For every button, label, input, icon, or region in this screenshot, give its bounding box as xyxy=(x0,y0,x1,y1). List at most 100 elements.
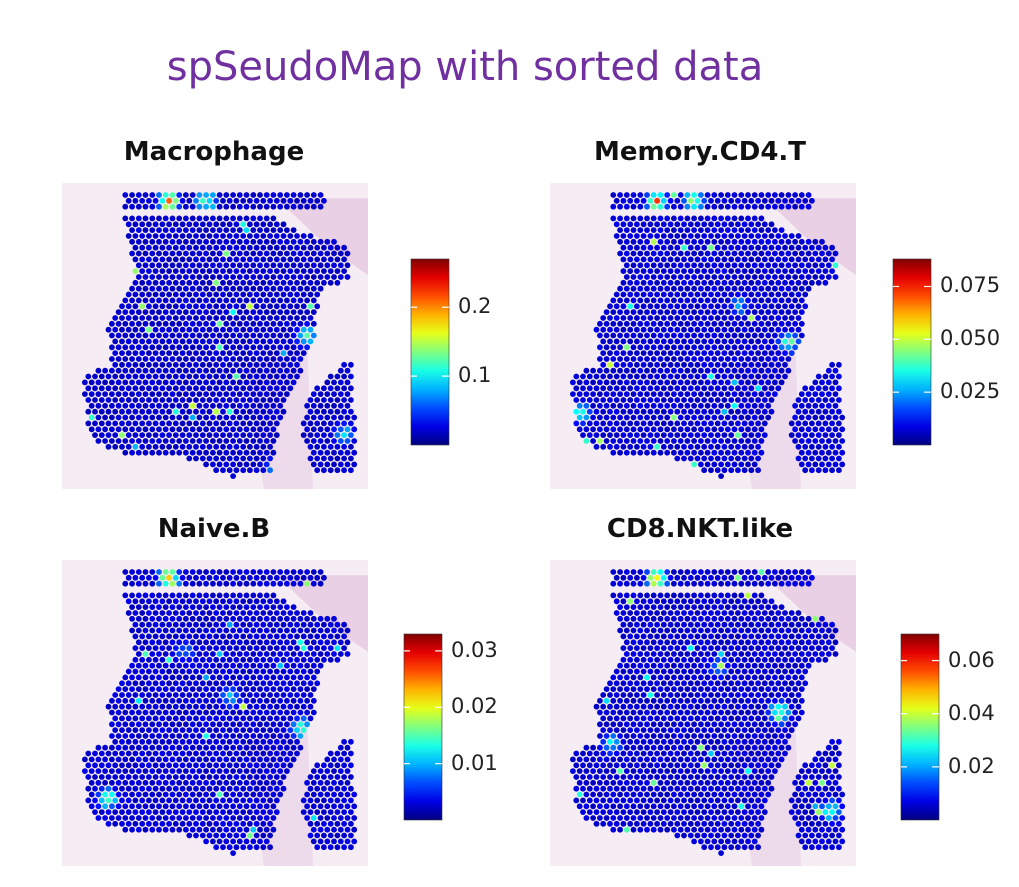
spot xyxy=(149,367,156,374)
spot xyxy=(755,279,761,286)
spot xyxy=(129,426,135,433)
spot xyxy=(135,768,142,774)
spot xyxy=(731,615,738,622)
spot xyxy=(809,645,815,651)
spot xyxy=(738,250,745,257)
spot xyxy=(159,244,166,251)
spot xyxy=(627,279,634,286)
spot xyxy=(267,797,273,804)
spot xyxy=(233,715,240,722)
spot xyxy=(748,574,755,581)
spot xyxy=(755,467,761,474)
spot xyxy=(125,338,132,345)
spot xyxy=(263,379,270,386)
spot xyxy=(327,455,334,462)
spot xyxy=(203,379,210,386)
spot xyxy=(765,250,772,257)
spot xyxy=(701,233,708,239)
spot xyxy=(257,639,263,646)
spot xyxy=(647,268,654,274)
spatial-map xyxy=(62,183,368,489)
spot xyxy=(189,320,196,327)
spot xyxy=(139,598,146,605)
spot xyxy=(607,303,613,310)
spot xyxy=(213,432,220,438)
spot xyxy=(139,303,146,310)
spot xyxy=(755,256,761,263)
spot xyxy=(657,215,664,222)
spot xyxy=(600,315,607,321)
spot xyxy=(172,621,179,628)
spot xyxy=(714,467,721,474)
spot xyxy=(815,467,822,474)
spot xyxy=(327,256,334,263)
spot xyxy=(159,668,166,675)
spot xyxy=(206,750,213,757)
spot xyxy=(203,744,210,751)
spot xyxy=(220,373,226,380)
spot xyxy=(691,356,697,362)
spot xyxy=(650,367,657,374)
spot xyxy=(132,785,139,792)
spot xyxy=(186,574,193,581)
spot xyxy=(660,574,667,581)
panel-title: Memory.CD4.T xyxy=(593,137,807,167)
spot xyxy=(260,797,267,804)
spot xyxy=(236,569,243,575)
spot xyxy=(125,326,132,333)
spot xyxy=(270,344,277,351)
spot xyxy=(233,680,240,687)
spot xyxy=(236,639,243,646)
spot xyxy=(348,467,354,474)
spot xyxy=(822,244,829,251)
spot xyxy=(314,844,321,851)
spot xyxy=(637,297,644,304)
spot xyxy=(226,408,233,415)
spot xyxy=(290,379,297,386)
spot xyxy=(620,244,627,251)
spot xyxy=(213,233,220,239)
spot xyxy=(220,326,226,333)
spot xyxy=(832,449,839,456)
spot xyxy=(166,645,172,651)
spot xyxy=(240,645,247,651)
spot xyxy=(610,379,617,386)
spot xyxy=(216,803,223,810)
spot xyxy=(832,262,839,269)
spot xyxy=(226,303,233,310)
spot xyxy=(186,397,193,403)
spot xyxy=(233,467,240,474)
spot xyxy=(257,604,263,610)
spot xyxy=(199,680,206,687)
spot xyxy=(745,297,751,304)
spot xyxy=(263,733,270,739)
spot xyxy=(139,338,146,345)
spot xyxy=(307,610,314,616)
spot xyxy=(812,262,819,269)
spot xyxy=(795,420,802,427)
spot xyxy=(607,432,613,438)
spot xyxy=(798,569,805,575)
spot xyxy=(220,244,226,251)
spot xyxy=(220,268,226,274)
spot xyxy=(785,686,792,692)
spot xyxy=(714,397,721,403)
spot xyxy=(711,426,718,433)
spot xyxy=(139,408,146,415)
spot xyxy=(152,703,159,710)
spot xyxy=(755,397,761,403)
spot xyxy=(226,738,233,745)
spot xyxy=(741,350,748,356)
spot xyxy=(122,332,129,339)
spot xyxy=(667,279,674,286)
spot xyxy=(129,826,135,833)
spot xyxy=(798,580,805,587)
spot xyxy=(233,809,240,815)
spot xyxy=(162,580,169,587)
spot xyxy=(341,774,347,780)
spot xyxy=(257,779,263,786)
spot xyxy=(304,262,310,269)
spot xyxy=(115,756,122,763)
spot xyxy=(785,320,792,327)
spot xyxy=(792,674,798,681)
